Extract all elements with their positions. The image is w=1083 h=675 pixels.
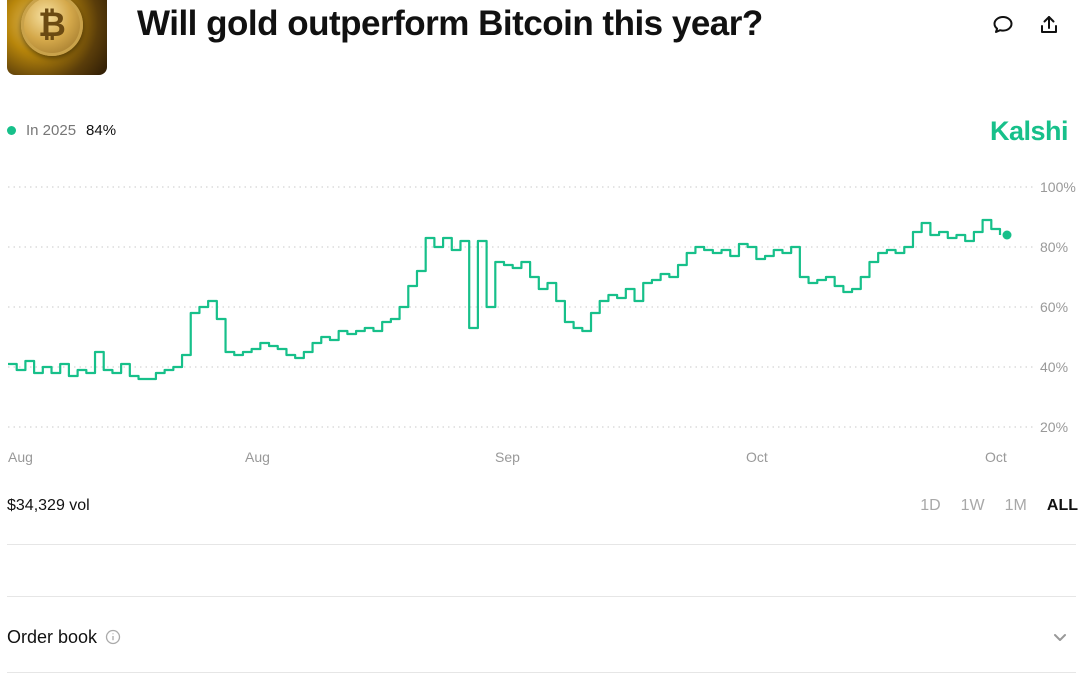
x-tick-label: Aug (245, 449, 270, 465)
kalshi-logo: Kalshi (989, 116, 1069, 146)
comment-button[interactable] (990, 12, 1016, 38)
divider (7, 596, 1076, 597)
page-title: Will gold outperform Bitcoin this year? (137, 4, 763, 43)
series-line (8, 218, 1002, 381)
volume-text: $34,329 vol (7, 497, 90, 514)
bitcoin-coin-image: ₿ (21, 0, 83, 56)
x-tick-label: Aug (8, 449, 33, 465)
range-all-button[interactable]: ALL (1046, 497, 1078, 514)
range-1m-button[interactable]: 1M (1004, 497, 1027, 514)
x-tick-label: Oct (985, 449, 1007, 465)
y-tick-label: 60% (1040, 299, 1068, 315)
range-1d-button[interactable]: 1D (920, 497, 941, 514)
price-chart[interactable]: 100% 80% 60% 40% 20% Aug Aug Sep Oct Oct (0, 170, 1083, 475)
order-book-toggle[interactable]: Order book (7, 622, 1069, 652)
legend-dot (7, 126, 16, 135)
y-tick-label: 20% (1040, 419, 1068, 435)
range-1w-button[interactable]: 1W (960, 497, 985, 514)
y-tick-label: 40% (1040, 359, 1068, 375)
market-thumbnail: ₿ (7, 0, 107, 75)
legend-label: In 2025 (26, 122, 77, 139)
y-tick-label: 80% (1040, 239, 1068, 255)
x-tick-label: Oct (746, 449, 768, 465)
y-tick-label: 100% (1040, 179, 1076, 195)
x-tick-label: Sep (495, 449, 520, 465)
chart-legend: In 2025 84% (7, 122, 116, 139)
order-book-label: Order book (7, 626, 98, 647)
share-button[interactable] (1036, 12, 1062, 38)
time-range-selector: 1D 1W 1M ALL (900, 497, 1078, 515)
share-icon (1041, 16, 1057, 33)
legend-value: 84% (86, 122, 117, 139)
chevron-down-icon[interactable] (1051, 628, 1069, 646)
comment-icon (993, 16, 1013, 33)
info-icon[interactable] (105, 629, 121, 645)
divider (7, 672, 1076, 673)
series-end-point (1002, 230, 1012, 240)
divider (7, 544, 1076, 545)
